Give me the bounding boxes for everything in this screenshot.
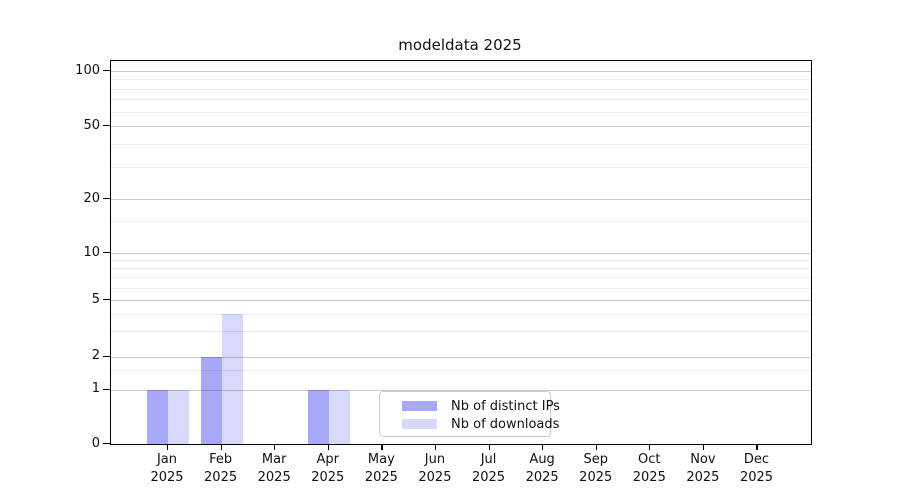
y-gridline-minor-7 [111,277,811,279]
x-tick-label-jan: Jan 2025 [150,452,184,485]
x-tick-mark-jun [434,444,437,450]
y-gridline-major-5 [111,300,811,301]
y-gridline-minor-80 [111,88,811,90]
y-tick-label-2: 2 [91,348,100,363]
legend-swatch-distinct-ips [402,401,437,411]
y-tick-label-50: 50 [83,117,100,133]
x-tick-mark-dec [756,444,758,450]
y-tick-label-20: 20 [83,190,100,206]
y-tick-mark-5 [103,299,110,301]
x-tick-label-jun: Jun 2025 [418,452,452,485]
x-tick-mark-feb [220,444,222,450]
y-tick-label-100: 100 [75,62,100,78]
y-tick-mark-2 [103,355,110,357]
y-gridline-major-20 [111,199,811,200]
y-tick-mark-50 [103,125,110,127]
x-tick-label-mar: Mar 2025 [257,452,291,485]
x-tick-label-oct: Oct 2025 [632,452,666,485]
y-tick-label-0: 0 [91,435,100,451]
x-tick-label-aug: Aug 2025 [525,452,559,485]
y-tick-label-10: 10 [83,244,100,260]
x-tick-mark-nov [702,444,705,450]
legend-swatch-downloads [402,419,437,429]
y-gridline-major-100 [111,71,811,72]
y-gridline-minor-4 [111,313,811,315]
bar-distinct-ips-apr [307,389,329,444]
y-tick-label-5: 5 [91,291,100,307]
x-tick-mark-may [381,444,383,450]
y-gridline-major-1 [111,389,811,391]
chart-title: modeldata 2025 [398,36,522,54]
plot-area: Nb of distinct IPs Nb of downloads [110,60,812,445]
bar-downloads-feb [221,313,243,444]
x-tick-mark-jul [488,444,490,450]
y-gridline-major-2 [111,356,811,358]
x-tick-label-jul: Jul 2025 [471,452,506,485]
y-gridline-minor-6 [111,287,811,289]
bar-downloads-jan [168,389,189,444]
y-gridline-minor-8 [111,268,811,270]
chart-legend: Nb of distinct IPs Nb of downloads [379,391,560,437]
y-gridline-minor-3 [111,331,811,333]
y-tick-mark-100 [103,70,110,72]
bar-distinct-ips-feb [200,356,222,444]
bar-downloads-apr [328,389,350,444]
x-tick-label-apr: Apr 2025 [311,452,345,485]
y-tick-mark-10 [103,252,110,254]
legend-label-downloads: Nb of downloads [451,416,560,432]
x-tick-label-may: May 2025 [364,452,398,485]
y-gridline-minor-15 [111,221,811,223]
y-tick-label-1: 1 [91,381,100,396]
y-gridline-minor-30 [111,166,811,168]
legend-row: Nb of downloads [402,415,559,433]
y-gridline-minor-40 [111,143,811,145]
legend-label-distinct-ips: Nb of distinct IPs [451,398,560,414]
y-gridline-minor-60 [111,111,811,113]
y-gridline-major-10 [111,253,811,254]
y-tick-mark-20 [103,198,110,200]
x-tick-label-nov: Nov 2025 [686,452,720,485]
y-tick-mark-1 [103,388,110,390]
x-tick-mark-aug [542,444,544,450]
y-gridline-minor-1.5 [111,370,811,372]
y-tick-mark-0 [103,443,110,445]
legend-row: Nb of distinct IPs [402,397,560,415]
x-tick-mark-apr [327,444,329,450]
y-gridline-minor-9 [111,260,811,262]
x-tick-label-sep: Sep 2025 [579,452,613,485]
x-tick-label-dec: Dec 2025 [739,452,774,485]
x-tick-mark-oct [649,444,651,450]
y-gridline-minor-90 [111,79,811,81]
x-tick-mark-jan [167,444,169,450]
x-tick-mark-mar [274,444,276,450]
bar-distinct-ips-jan [147,389,168,444]
x-tick-label-feb: Feb 2025 [204,452,238,485]
x-tick-mark-sep [595,444,597,450]
y-gridline-major-50 [111,126,811,127]
y-gridline-minor-70 [111,99,811,101]
